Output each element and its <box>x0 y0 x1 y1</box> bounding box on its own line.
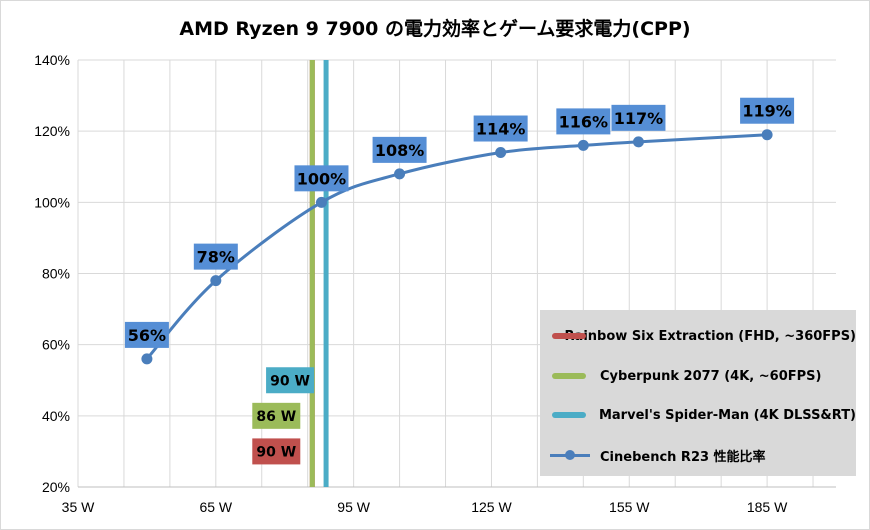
data-point <box>495 147 507 159</box>
y-tick-label: 80% <box>42 266 70 282</box>
data-label: 108% <box>375 141 424 160</box>
legend-item-cinebench: Cinebench R23 性能比率 <box>540 443 856 467</box>
x-tick-label: 35 W <box>62 499 95 515</box>
legend: Rainbow Six Extraction (FHD, ~360FPS) Cy… <box>540 310 856 476</box>
data-label-box <box>372 136 427 163</box>
x-tick-label: 185 W <box>747 499 788 515</box>
legend-item-rainbow-six: Rainbow Six Extraction (FHD, ~360FPS) <box>540 324 856 348</box>
data-label-box <box>556 108 611 135</box>
data-point <box>315 196 327 208</box>
data-label-box <box>124 321 169 348</box>
legend-label-cyberpunk: Cyberpunk 2077 (4K, ~60FPS) <box>600 368 822 384</box>
data-point <box>632 136 644 148</box>
data-label: 78% <box>197 248 235 267</box>
x-tick-label: 95 W <box>337 499 370 515</box>
y-tick-label: 20% <box>42 479 70 495</box>
x-tick-label: 65 W <box>199 499 232 515</box>
reference-label-1: 86 W <box>256 409 296 425</box>
data-label-box <box>294 165 349 192</box>
data-label-box <box>193 243 238 270</box>
legend-label-cinebench: Cinebench R23 性能比率 <box>600 449 766 465</box>
data-point <box>394 168 406 180</box>
legend-swatch-cyberpunk <box>552 373 586 379</box>
data-label-box <box>473 115 528 142</box>
data-label: 100% <box>297 169 346 188</box>
data-label-box <box>740 97 795 124</box>
reference-label-box-1 <box>252 402 301 429</box>
data-label: 117% <box>614 109 663 128</box>
data-label: 116% <box>559 112 608 131</box>
y-tick-label: 120% <box>34 123 70 139</box>
data-label-box <box>611 104 666 131</box>
chart-title: AMD Ryzen 9 7900 の電力効率とゲーム要求電力(CPP) <box>179 18 691 40</box>
legend-swatch-spider-man <box>552 412 586 418</box>
y-tick-label: 60% <box>42 337 70 353</box>
x-tick-label: 125 W <box>471 499 512 515</box>
reference-label-box-2 <box>266 367 315 394</box>
y-tick-label: 40% <box>42 408 70 424</box>
legend-item-spider-man: Marvel's Spider-Man (4K DLSS&RT) <box>540 403 856 427</box>
y-tick-label: 140% <box>34 52 70 68</box>
data-point <box>761 129 773 141</box>
data-label: 119% <box>742 102 791 121</box>
data-label: 56% <box>128 326 166 345</box>
y-tick-label: 100% <box>34 194 70 210</box>
legend-item-cyberpunk: Cyberpunk 2077 (4K, ~60FPS) <box>540 364 856 388</box>
data-point <box>577 139 589 151</box>
data-point <box>141 353 153 365</box>
reference-label-0: 90 W <box>256 444 296 460</box>
reference-label-box-0 <box>252 438 301 465</box>
x-tick-label: 155 W <box>609 499 650 515</box>
data-label: 114% <box>476 120 525 139</box>
legend-label-rainbow-six: Rainbow Six Extraction (FHD, ~360FPS) <box>564 328 856 344</box>
data-point <box>210 275 222 287</box>
legend-swatch-rainbow-six <box>552 333 586 339</box>
legend-swatch-cinebench-marker <box>565 450 575 460</box>
reference-label-2: 90 W <box>270 373 310 389</box>
legend-label-spider-man: Marvel's Spider-Man (4K DLSS&RT) <box>598 407 856 423</box>
